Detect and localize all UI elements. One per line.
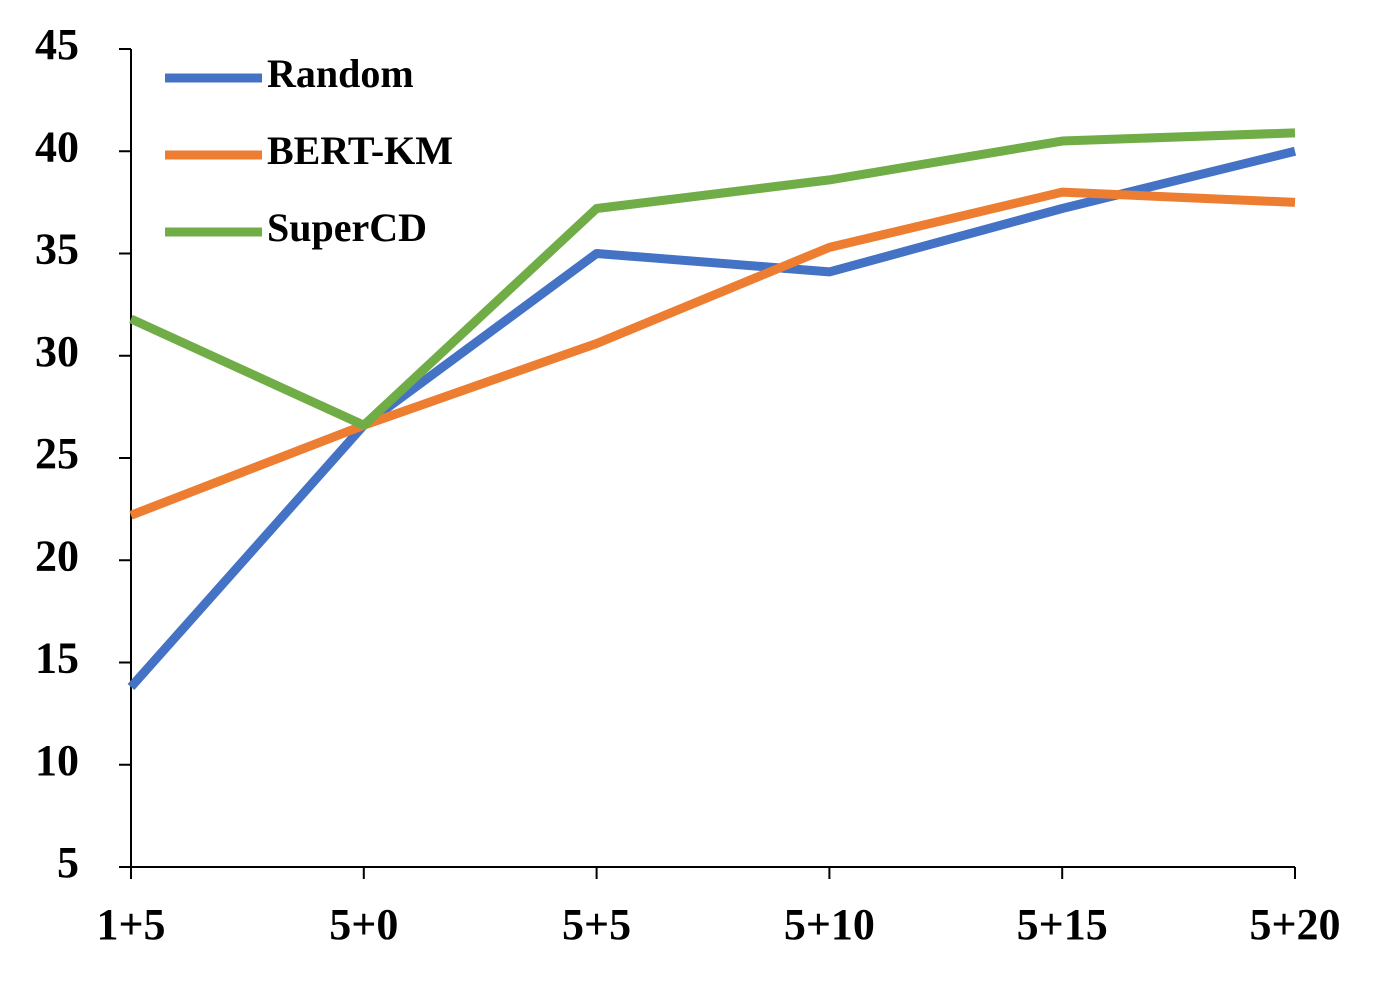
y-tick-label: 35 xyxy=(35,225,79,274)
x-tick-label: 5+5 xyxy=(562,900,631,949)
y-tick-label: 30 xyxy=(35,327,79,376)
line-series xyxy=(129,128,1296,430)
x-tick-label: 5+10 xyxy=(784,900,875,949)
y-tick-label: 25 xyxy=(35,429,79,478)
legend-label: Random xyxy=(267,51,414,96)
x-tick-label: 5+20 xyxy=(1249,900,1340,949)
y-tick-label: 5 xyxy=(57,838,79,887)
y-tick-label: 10 xyxy=(35,736,79,785)
x-tick-label: 5+15 xyxy=(1017,900,1108,949)
legend-label: BERT-KM xyxy=(267,128,453,173)
legend-label: SuperCD xyxy=(267,205,427,250)
y-tick-label: 40 xyxy=(35,122,79,171)
y-tick-label: 45 xyxy=(35,20,79,69)
x-tick-label: 5+0 xyxy=(329,900,398,949)
line-series xyxy=(127,146,1297,691)
line-series xyxy=(129,187,1296,520)
y-tick-label: 15 xyxy=(35,634,79,683)
y-tick-label: 20 xyxy=(35,531,79,580)
x-tick-label: 1+5 xyxy=(96,900,165,949)
